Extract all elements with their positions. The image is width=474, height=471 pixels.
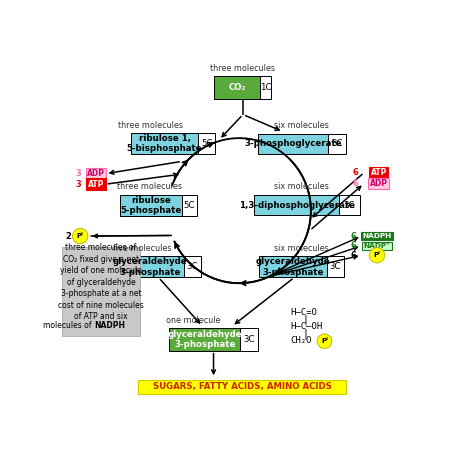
FancyBboxPatch shape (184, 256, 201, 277)
Text: 6: 6 (353, 168, 359, 177)
FancyBboxPatch shape (62, 247, 140, 336)
Text: NADPH: NADPH (94, 322, 125, 331)
Text: SUGARS, FATTY ACIDS, AMINO ACIDS: SUGARS, FATTY ACIDS, AMINO ACIDS (153, 382, 331, 391)
Text: glyceraldehyde
3-phosphate: glyceraldehyde 3-phosphate (113, 257, 187, 276)
Text: |: | (302, 328, 308, 339)
Text: 3C: 3C (243, 335, 255, 344)
Text: 1,3-diphosphoglycerate: 1,3-diphosphoglycerate (238, 201, 355, 210)
Text: ATP: ATP (371, 168, 387, 177)
Text: ADP: ADP (87, 169, 105, 178)
Text: ribulose
5-phosphate: ribulose 5-phosphate (120, 195, 182, 215)
FancyBboxPatch shape (169, 328, 240, 350)
FancyBboxPatch shape (120, 195, 182, 216)
Text: CH₂O: CH₂O (291, 336, 312, 345)
Text: 1C: 1C (260, 83, 272, 92)
FancyBboxPatch shape (214, 76, 260, 98)
Text: Pᴵ: Pᴵ (77, 233, 83, 239)
Text: three molecules of
CO₂ fixed give a net
yield of one molecule
of glyceraldehyde
: three molecules of CO₂ fixed give a net … (58, 244, 144, 321)
Circle shape (73, 228, 88, 244)
Text: 3: 3 (75, 179, 82, 189)
Text: five molecules: five molecules (113, 244, 171, 253)
Text: NADPH: NADPH (363, 233, 392, 239)
Text: 5C: 5C (183, 201, 195, 210)
Text: 5C: 5C (201, 139, 213, 148)
Text: 3C: 3C (330, 262, 341, 271)
Circle shape (317, 334, 332, 349)
Text: three molecules: three molecules (210, 64, 275, 73)
Text: three molecules: three molecules (117, 182, 182, 191)
Text: 6: 6 (350, 241, 356, 250)
FancyBboxPatch shape (138, 380, 346, 394)
FancyBboxPatch shape (260, 76, 272, 98)
Text: H–C=O: H–C=O (291, 309, 318, 317)
FancyBboxPatch shape (255, 195, 339, 215)
Text: 3-phosphoglycerate: 3-phosphoglycerate (244, 139, 342, 148)
Text: glyceraldehyde
3-phosphate: glyceraldehyde 3-phosphate (167, 330, 242, 349)
Text: 3C: 3C (344, 201, 356, 210)
Text: |: | (302, 315, 308, 325)
Text: glyceraldehyde
3-phosphate: glyceraldehyde 3-phosphate (256, 257, 330, 276)
Text: 6: 6 (353, 179, 359, 188)
Text: NADP⁺: NADP⁺ (364, 243, 391, 249)
Text: Pᴵ: Pᴵ (374, 252, 381, 258)
FancyBboxPatch shape (259, 256, 327, 277)
Text: ATP: ATP (88, 179, 104, 189)
Text: ADP: ADP (370, 179, 388, 188)
Text: 6: 6 (350, 232, 356, 241)
FancyBboxPatch shape (339, 195, 360, 215)
Text: CO₂: CO₂ (228, 83, 246, 92)
FancyBboxPatch shape (131, 133, 199, 154)
Text: 6: 6 (350, 251, 356, 260)
FancyBboxPatch shape (116, 256, 184, 277)
Circle shape (369, 248, 385, 263)
Text: one molecule: one molecule (166, 316, 220, 325)
FancyBboxPatch shape (258, 134, 328, 154)
FancyBboxPatch shape (182, 195, 197, 216)
FancyBboxPatch shape (328, 134, 346, 154)
Text: molecules of: molecules of (43, 322, 93, 331)
FancyBboxPatch shape (199, 133, 215, 154)
Text: 3: 3 (75, 169, 82, 178)
Text: three molecules: three molecules (118, 121, 183, 130)
Text: Pᴵ: Pᴵ (321, 338, 328, 344)
FancyBboxPatch shape (327, 256, 344, 277)
Text: six molecules: six molecules (274, 244, 329, 253)
Text: six molecules: six molecules (274, 121, 329, 130)
FancyBboxPatch shape (240, 328, 258, 350)
Text: 2: 2 (65, 232, 71, 241)
Text: six molecules: six molecules (274, 182, 329, 191)
Text: H–C–OH: H–C–OH (291, 322, 323, 331)
Text: 3C: 3C (331, 139, 343, 148)
Text: ribulose 1,
5-bisphosphate: ribulose 1, 5-bisphosphate (127, 134, 202, 153)
Text: 3C: 3C (186, 262, 198, 271)
